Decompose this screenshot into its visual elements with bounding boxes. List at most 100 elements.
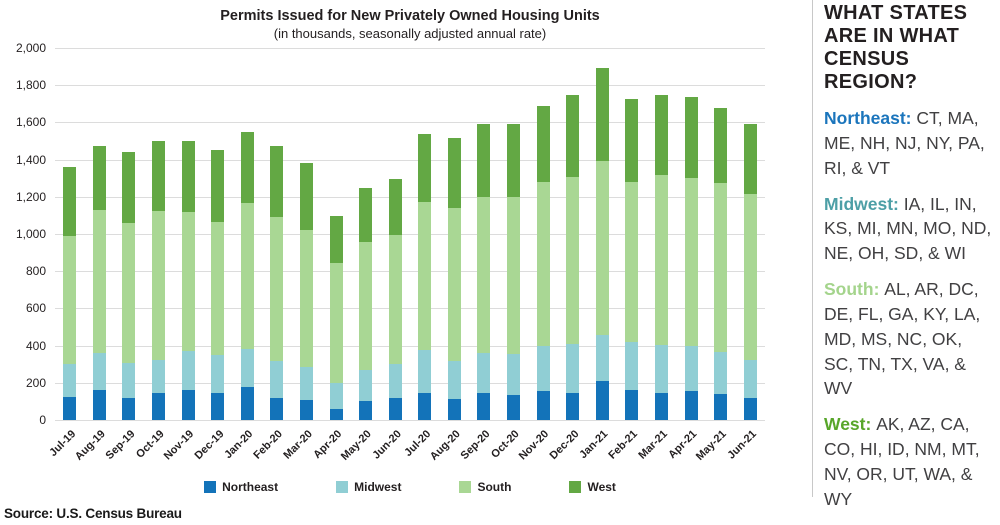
legend-label: Northeast: [222, 480, 279, 494]
stacked-bar-Jun-21: [743, 124, 757, 420]
permits-chart: Permits Issued for New Privately Owned H…: [4, 8, 765, 521]
chart-legend: Northeast Midwest South West: [55, 480, 765, 494]
x-tick-label: Sep-19: [103, 428, 138, 462]
bar-segment-northeast: [122, 397, 136, 420]
legend-item-west: West: [569, 480, 616, 494]
bar-segment-south: [152, 210, 166, 360]
bar-segment-west: [684, 97, 698, 179]
legend-label: Midwest: [354, 480, 402, 494]
x-tick-label: Mar-20: [281, 428, 315, 462]
bar-segment-west: [566, 94, 580, 178]
legend-swatch-south: [459, 481, 472, 493]
bar-segment-northeast: [743, 397, 757, 420]
bar-segment-northeast: [359, 401, 373, 420]
bar-segment-south: [122, 222, 136, 364]
bar-segment-south: [92, 209, 106, 354]
bar-segment-south: [536, 181, 550, 346]
bar-segment-west: [63, 167, 77, 236]
x-tick-label: Aug-19: [73, 428, 108, 463]
bar-segment-south: [714, 182, 728, 353]
legend-swatch-midwest: [336, 481, 349, 493]
bar-segment-south: [447, 207, 461, 361]
bar-segment-midwest: [122, 363, 136, 398]
stacked-bar-Apr-20: [329, 216, 343, 420]
y-tick-label: 800: [25, 264, 46, 279]
bar-segment-west: [536, 105, 550, 182]
bar-segment-northeast: [270, 397, 284, 420]
stacked-bar-Feb-21: [625, 99, 639, 420]
bar-segment-northeast: [625, 390, 639, 420]
bar-segment-midwest: [684, 345, 698, 392]
gridline: [55, 159, 765, 161]
stacked-bar-Nov-20: [536, 105, 550, 420]
gridline: [55, 420, 765, 421]
bar-segment-south: [181, 211, 195, 352]
bar-segment-midwest: [359, 369, 373, 402]
x-tick-label: Dec-20: [547, 428, 582, 462]
bar-segment-northeast: [388, 397, 402, 420]
bar-segment-midwest: [211, 354, 225, 394]
bar-segment-northeast: [418, 393, 432, 420]
stacked-bar-Mar-20: [299, 163, 313, 420]
bar-segment-south: [566, 177, 580, 344]
bar-segment-northeast: [63, 396, 77, 420]
bar-segment-west: [181, 141, 195, 212]
stacked-bar-Sep-19: [122, 152, 136, 420]
bar-segment-west: [447, 138, 461, 208]
region-name-label: South:: [824, 279, 885, 300]
stacked-bar-Jul-19: [63, 167, 77, 420]
source-note: Source: U.S. Census Bureau: [4, 506, 182, 521]
stacked-bar-May-21: [714, 107, 728, 420]
bar-segment-northeast: [240, 387, 254, 420]
region-name-label: West:: [824, 414, 877, 435]
stacked-bar-Jul-20: [418, 133, 432, 420]
bar-segment-midwest: [447, 360, 461, 399]
region-para-northeast: Northeast: CT, MA, ME, NH, NJ, NY, PA, R…: [824, 106, 996, 181]
bar-segment-south: [418, 202, 432, 351]
bar-segment-midwest: [181, 351, 195, 391]
bar-segment-south: [359, 242, 373, 370]
bar-segment-west: [625, 99, 639, 182]
bar-segment-south: [211, 221, 225, 355]
bar-segment-northeast: [684, 391, 698, 420]
bar-segment-south: [63, 235, 77, 365]
stacked-bar-Apr-21: [684, 97, 698, 420]
plot-area: Jul-19 Aug-19 Sep-19 Oct-19 Nov-19 Dec-19 Jan-…: [47, 48, 765, 463]
x-tick-label: Apr-20: [311, 428, 345, 462]
gridline: [55, 345, 765, 347]
bar-segment-midwest: [595, 335, 609, 381]
gridline: [55, 48, 765, 49]
y-tick-label: 1,200: [15, 189, 46, 204]
bar-segment-midwest: [507, 353, 521, 395]
x-tick-label: May-21: [694, 428, 730, 463]
bar-segment-south: [743, 194, 757, 360]
region-name-label: Midwest:: [824, 193, 904, 214]
region-name-label: Northeast:: [824, 108, 917, 128]
x-tick-label: Sep-20: [458, 428, 493, 462]
gridline: [55, 196, 765, 198]
stacked-bar-Sep-20: [477, 124, 491, 420]
stacked-bar-Jan-20: [240, 131, 254, 420]
bar-segment-northeast: [654, 393, 668, 420]
stacked-bar-Jan-21: [595, 68, 609, 420]
y-tick-label: 400: [25, 338, 46, 353]
bar-segment-west: [477, 124, 491, 197]
bar-segment-south: [240, 203, 254, 350]
bar-segment-northeast: [211, 393, 225, 420]
bar-segment-west: [714, 107, 728, 183]
bar-segment-south: [388, 234, 402, 365]
bar-segment-west: [240, 131, 254, 204]
x-tick-label: Dec-19: [192, 428, 227, 462]
legend-label: West: [587, 480, 616, 494]
stacked-bar-May-20: [359, 188, 373, 420]
region-para-west: West: AK, AZ, CA, CO, HI, ID, NM, MT, NV…: [824, 412, 996, 511]
stacked-bar-Oct-19: [152, 141, 166, 420]
bar-segment-northeast: [92, 390, 106, 420]
sidebar-regions: Northeast: CT, MA, ME, NH, NJ, NY, PA, R…: [824, 106, 996, 512]
bar-segment-northeast: [152, 393, 166, 420]
bar-segment-south: [507, 196, 521, 354]
stacked-bar-Nov-19: [181, 141, 195, 420]
x-tick-label: Apr-21: [666, 428, 700, 462]
x-tick-label: Jan-21: [577, 428, 611, 462]
bar-segment-midwest: [388, 364, 402, 398]
